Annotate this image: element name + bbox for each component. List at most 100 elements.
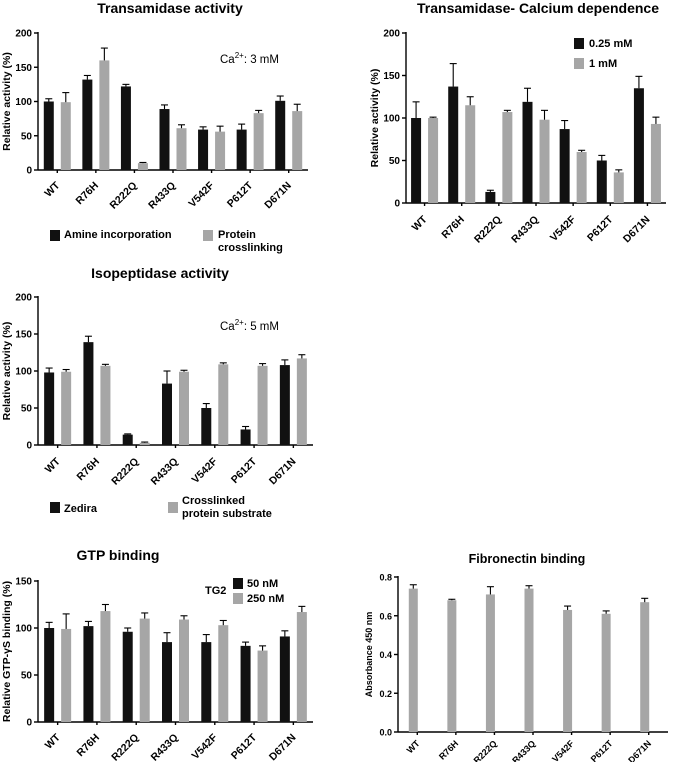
bar-fibronectin-absorbance-v542f — [563, 609, 573, 732]
bar-calcium-0.25-mm-d671n — [633, 88, 644, 203]
x-tick-label: R222Q — [109, 732, 141, 762]
legend-swatch — [233, 578, 243, 589]
x-tick-label: R433Q — [149, 456, 181, 488]
bar-isopeptidase-crosslinked-protein-substrate-v542f — [218, 364, 229, 445]
bar-calcium-1-mm-r222q — [502, 112, 513, 203]
chart-calcium: Transamidase- Calcium dependence Relative… — [369, 0, 666, 246]
x-tick-label: R76H — [439, 214, 466, 241]
bar-gtp-50-nm-d671n — [279, 636, 290, 722]
bar-calcium-1-mm-wt — [428, 118, 439, 203]
y-tick-label: 0.4 — [379, 650, 392, 660]
bar-isopeptidase-crosslinked-protein-substrate-p612t — [257, 365, 268, 445]
y-axis-label: Relative activity (%) — [1, 52, 13, 151]
bar-transamidase-protein-crosslinking-p612t — [253, 113, 264, 170]
chart-fibronectin: Fibronectin binding Absorbance 450 nm 0.0 0… — [364, 552, 668, 762]
x-tick-label: WT — [42, 179, 62, 199]
legend-swatch — [233, 593, 243, 604]
x-tick-label: D671N — [267, 732, 299, 762]
bar-gtp-50-nm-r433q — [162, 642, 172, 722]
x-tick-label: D671N — [626, 738, 653, 762]
bar-fibronectin-absorbance-p612t — [601, 613, 611, 732]
bar-calcium-1-mm-r433q — [539, 119, 550, 203]
bar-calcium-0.25-mm-wt — [411, 118, 422, 203]
x-tick-label: P612T — [229, 455, 260, 486]
x-tick-label: R76H — [75, 456, 102, 483]
y-tick-label: 100 — [15, 97, 32, 108]
bar-isopeptidase-crosslinked-protein-substrate-d671n — [296, 358, 307, 445]
x-tick-label: V542F — [550, 738, 576, 762]
bar-transamidase-protein-crosslinking-r222q — [137, 163, 148, 170]
x-tick-label: WT — [43, 455, 63, 475]
bar-gtp-250-nm-d671n — [296, 612, 307, 722]
bar-isopeptidase-zedira-r222q — [122, 434, 133, 445]
x-tick-label: R76H — [437, 738, 460, 761]
bar-fibronectin-absorbance-r222q — [485, 594, 495, 732]
x-tick-label: P612T — [589, 738, 615, 762]
bar-transamidase-protein-crosslinking-r76h — [99, 60, 110, 170]
y-tick-label: 100 — [15, 624, 32, 635]
y-tick-label: 0.8 — [379, 573, 392, 583]
x-tick-label: R222Q — [472, 214, 504, 246]
legend-title: TG2 — [205, 585, 226, 597]
chart-transamidase: Transamidase activity Relative activity (… — [1, 0, 308, 254]
bar-calcium-1-mm-p612t — [613, 172, 624, 203]
legend-label: Crosslinked protein substrate — [182, 495, 272, 520]
y-axis-label: Relative GTP-γS binding (%) — [1, 581, 13, 722]
bar-calcium-0.25-mm-r76h — [448, 86, 459, 203]
y-tick-label: 150 — [15, 577, 32, 588]
y-tick-label: 50 — [21, 404, 33, 415]
bar-gtp-50-nm-r76h — [83, 626, 94, 722]
x-tick-label: R433Q — [510, 738, 537, 762]
bar-fibronectin-absorbance-r76h — [447, 600, 457, 732]
bar-transamidase-amine-incorporation-d671n — [275, 100, 286, 170]
y-tick-label: 150 — [383, 71, 400, 82]
legend-swatch — [50, 230, 60, 241]
bar-transamidase-protein-crosslinking-r433q — [176, 128, 187, 170]
y-tick-label: 0.6 — [379, 611, 392, 621]
bar-isopeptidase-zedira-wt — [44, 372, 55, 445]
bar-gtp-50-nm-p612t — [240, 645, 251, 722]
bar-isopeptidase-zedira-d671n — [279, 365, 290, 445]
calcium-annotation: Ca2+: 3 mM — [220, 51, 279, 66]
bar-calcium-1-mm-v542f — [576, 152, 587, 203]
bar-isopeptidase-zedira-r433q — [162, 383, 172, 445]
x-tick-label: WT — [410, 213, 430, 233]
x-tick-label: P612T — [225, 179, 256, 210]
bar-calcium-1-mm-d671n — [650, 123, 661, 203]
chart-title: Transamidase activity — [97, 0, 243, 16]
x-tick-label: R76H — [74, 180, 101, 207]
x-tick-label: R222Q — [108, 180, 140, 212]
x-tick-label: R222Q — [472, 738, 499, 762]
y-tick-label: 200 — [383, 29, 400, 40]
bar-transamidase-protein-crosslinking-v542f — [215, 131, 226, 170]
x-tick-label: V542F — [548, 213, 579, 244]
x-tick-label: P612T — [585, 213, 616, 244]
legend-label: 0.25 mM — [589, 38, 632, 50]
y-tick-label: 0 — [26, 441, 32, 452]
bar-transamidase-amine-incorporation-r433q — [159, 109, 170, 170]
y-axis-label: Relative activity (%) — [369, 69, 381, 168]
legend-label: 250 nM — [247, 593, 284, 605]
bar-gtp-250-nm-p612t — [257, 650, 268, 722]
bar-transamidase-protein-crosslinking-d671n — [292, 111, 303, 170]
x-tick-label: D671N — [621, 214, 653, 246]
bar-gtp-250-nm-v542f — [218, 625, 229, 722]
bar-transamidase-protein-crosslinking-wt — [60, 102, 71, 170]
x-tick-label: D671N — [262, 180, 294, 212]
y-tick-label: 0.0 — [379, 728, 392, 738]
legend-label: Protein crosslinking — [218, 229, 283, 254]
y-tick-label: 0 — [394, 199, 400, 210]
x-tick-label: R433Q — [146, 180, 178, 212]
x-tick-label: R222Q — [109, 456, 141, 488]
legend-label: Zedira — [64, 503, 98, 515]
legend-label: Amine incorporation — [64, 229, 172, 241]
y-tick-label: 150 — [15, 330, 32, 341]
bar-fibronectin-absorbance-wt — [408, 588, 418, 732]
legend-label: 50 nM — [247, 578, 278, 590]
x-tick-label: R76H — [75, 732, 102, 759]
bar-gtp-250-nm-r433q — [179, 619, 189, 722]
bar-calcium-0.25-mm-p612t — [596, 160, 607, 203]
y-tick-label: 100 — [383, 114, 400, 125]
bar-gtp-50-nm-wt — [44, 628, 55, 722]
